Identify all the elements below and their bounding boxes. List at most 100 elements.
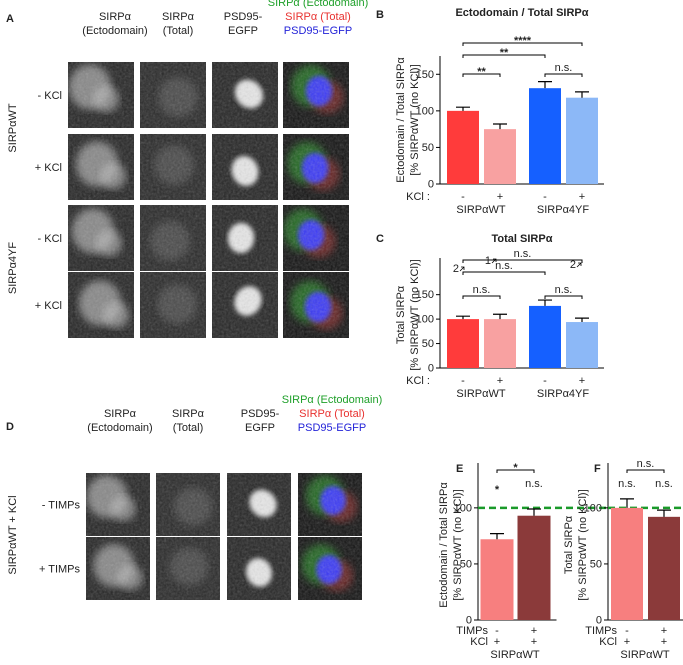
bar xyxy=(447,110,479,184)
x-tick-label: + xyxy=(494,636,500,648)
tile-noise xyxy=(227,473,291,536)
tile-content xyxy=(283,62,349,128)
significance-label: ** xyxy=(477,66,486,78)
significance-bracket xyxy=(544,295,583,299)
group-label: SIRPαWT xyxy=(456,204,505,216)
group-label: SIRPα4YF xyxy=(537,204,589,216)
error-bar xyxy=(538,299,552,306)
significance-label: * xyxy=(513,462,518,474)
micrograph-tile xyxy=(283,134,349,200)
significance-label: * xyxy=(495,484,500,496)
y-tick-label: 50 xyxy=(422,142,434,154)
significance-bracket xyxy=(462,42,583,46)
outlier-arrow xyxy=(459,266,465,272)
micrograph-tile xyxy=(227,537,291,600)
column-header: SIRPα xyxy=(104,408,137,420)
column-header: (Ectodomain) xyxy=(87,422,152,434)
tile-content xyxy=(86,473,150,536)
significance-bracket xyxy=(626,469,665,473)
significance-bracket xyxy=(462,295,501,299)
tile-noise xyxy=(140,134,206,200)
row-label: + KCl xyxy=(35,300,62,312)
significance-label: n.s. xyxy=(555,284,573,296)
panel-label: B xyxy=(376,9,384,21)
panel-label: A xyxy=(6,13,14,25)
bar xyxy=(480,539,514,620)
y-tick-label: 0 xyxy=(428,179,434,191)
row-label: + KCl xyxy=(35,162,62,174)
y-axis-label: [% SIRPαWT (no KCl)] xyxy=(409,259,421,370)
tile-noise xyxy=(68,205,134,271)
merge-legend-entry: SIRPα (Total) xyxy=(285,11,351,23)
y-tick-label: 100 xyxy=(416,105,434,117)
outlier-arrow xyxy=(491,258,497,264)
micrograph-tile xyxy=(298,537,362,600)
tile-content xyxy=(298,473,362,536)
x-row-label: TIMPs xyxy=(456,625,488,637)
micrograph-tile xyxy=(156,473,220,536)
column-header: SIRPα xyxy=(162,11,195,23)
x-tick-label: + xyxy=(531,625,537,637)
y-axis-label: [% SIRPαWT (no KCl)] xyxy=(577,489,589,600)
error-bar xyxy=(490,533,504,540)
x-tick-label: - xyxy=(461,191,465,203)
tile-noise xyxy=(212,205,278,271)
significance-label: n.s. xyxy=(473,284,491,296)
row-label: - KCl xyxy=(38,90,62,102)
tile-content xyxy=(68,62,134,128)
bar xyxy=(517,515,551,620)
group-label: SIRPαWT + KCl xyxy=(7,495,19,574)
significance-bracket xyxy=(462,271,546,275)
bar xyxy=(566,97,598,184)
y-axis-label: Total SIRPα xyxy=(563,515,575,574)
bar xyxy=(611,507,643,620)
tile-content xyxy=(212,205,278,271)
tile-noise xyxy=(283,134,349,200)
micrograph-tile xyxy=(86,537,150,600)
outlier-count: 1 xyxy=(485,255,491,267)
group-label: SIRPαWT xyxy=(7,103,19,152)
micrograph-tile xyxy=(283,205,349,271)
merge-legend-entry: SIRPα (Ectodomain) xyxy=(268,0,369,9)
group-label: SIRPαWT xyxy=(490,649,539,660)
merge-legend-entry: PSD95-EGFP xyxy=(284,25,352,37)
outlier-arrow xyxy=(576,262,582,268)
x-tick-label: - xyxy=(625,625,629,637)
bar xyxy=(484,319,516,368)
group-label: SIRPαWT xyxy=(456,388,505,400)
x-tick-label: + xyxy=(497,191,503,203)
error-bar xyxy=(657,509,671,517)
merge-legend-entry: SIRPα (Total) xyxy=(299,408,365,420)
column-header: EGFP xyxy=(228,25,258,37)
y-axis-label: Ectodomain / Total SIRPα xyxy=(438,482,450,608)
significance-label: ** xyxy=(500,47,509,59)
tile-content xyxy=(283,134,349,200)
tile-noise xyxy=(156,473,220,536)
tile-content xyxy=(68,134,134,200)
merge-legend-entry: PSD95-EGFP xyxy=(298,422,366,434)
micrograph-tile xyxy=(140,62,206,128)
outlier-count: 2 xyxy=(453,263,459,275)
significance-bracket xyxy=(462,54,546,58)
tile-noise xyxy=(140,62,206,128)
row-label: + TIMPs xyxy=(39,564,81,576)
error-bar xyxy=(527,508,541,516)
micrograph-tile xyxy=(212,134,278,200)
column-header: PSD95- xyxy=(241,408,280,420)
tile-content xyxy=(212,62,278,128)
tile-noise xyxy=(212,272,278,338)
micrograph-tile xyxy=(140,205,206,271)
tile-content xyxy=(140,272,206,338)
tile-content xyxy=(140,134,206,200)
tile-noise xyxy=(283,62,349,128)
micrograph-tile xyxy=(283,62,349,128)
tile-noise xyxy=(68,272,134,338)
group-label: SIRPαWT xyxy=(620,649,669,660)
micrograph-tile xyxy=(212,272,278,338)
y-axis-label: [% SIRPαWT (no KCl)] xyxy=(409,64,421,175)
x-tick-label: - xyxy=(543,375,547,387)
bar xyxy=(566,322,598,368)
significance-label: n.s. xyxy=(555,62,573,74)
